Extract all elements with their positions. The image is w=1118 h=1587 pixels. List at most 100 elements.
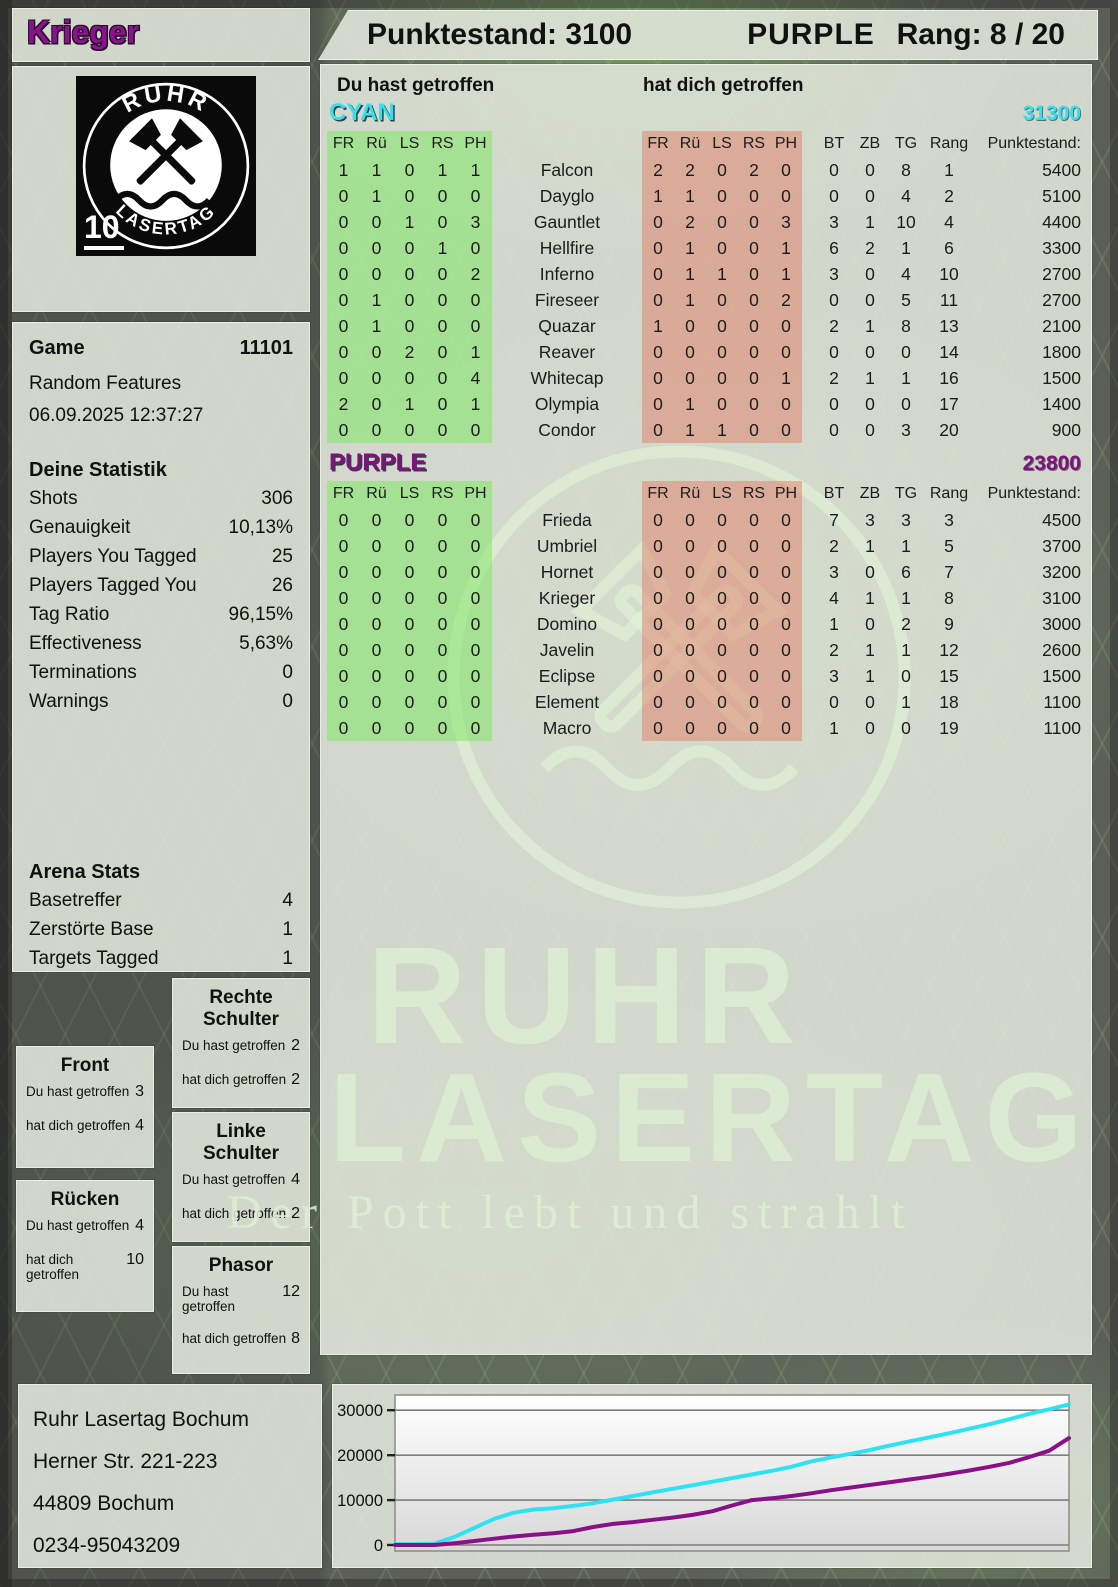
hit-value-them: 2 xyxy=(291,1071,300,1088)
score-progression-chart-panel: 0 10000 20000 30000 xyxy=(332,1384,1092,1568)
hits-you-cell: 0 xyxy=(426,339,459,365)
hits-them-cell: 0 xyxy=(738,507,770,533)
hit-value-them: 8 xyxy=(291,1330,300,1347)
rank-cell: 7 xyxy=(944,562,954,582)
score-cell: 3700 xyxy=(1042,536,1081,556)
stat-label: Targets Tagged xyxy=(29,948,159,969)
table-cell xyxy=(802,481,816,507)
hits-them-cell: 1 xyxy=(674,417,706,443)
hits-them-cell: 0 xyxy=(738,365,770,391)
hits-them-cell: 1 xyxy=(674,261,706,287)
hit-panel-back: Rücken Du hast getroffen 4 hat dich getro… xyxy=(16,1180,154,1312)
table-cell xyxy=(802,611,816,637)
hits-them-cell: 1 xyxy=(642,183,674,209)
hits-them-cell: 0 xyxy=(706,533,738,559)
tg-cell: 1 xyxy=(901,368,911,388)
hits-them-cell: 0 xyxy=(738,287,770,313)
hit-panel-title: Front xyxy=(60,1055,110,1076)
bt-cell: 3 xyxy=(829,212,839,232)
hits-them-cell: 0 xyxy=(642,559,674,585)
col-header xyxy=(492,131,642,157)
stat-row: Warnings 0 xyxy=(29,687,293,716)
stat-label: Players You Tagged xyxy=(29,546,197,567)
rank-cell: 3 xyxy=(944,510,954,530)
bt-cell: 3 xyxy=(829,562,839,582)
hits-you-cell: 0 xyxy=(426,417,459,443)
hits-you-cell: 0 xyxy=(393,715,426,741)
player-name: Krieger xyxy=(538,588,596,608)
hits-them-cell: 0 xyxy=(706,689,738,715)
hit-value-you: 12 xyxy=(282,1283,300,1300)
venue-address-panel: Ruhr Lasertag Bochum Herner Str. 221-223… xyxy=(18,1384,322,1568)
rank-cell: 19 xyxy=(939,718,959,738)
tg-cell: 3 xyxy=(901,510,911,530)
hits-you-cell: 0 xyxy=(459,611,492,637)
personal-stats-title: Deine Statistik xyxy=(29,459,167,481)
player-name: Eclipse xyxy=(538,666,596,686)
hits-you-cell: 0 xyxy=(360,261,393,287)
hits-them-cell: 0 xyxy=(674,507,706,533)
hits-you-cell: 0 xyxy=(426,365,459,391)
hits-them-cell: 0 xyxy=(642,339,674,365)
bt-cell: 0 xyxy=(829,342,839,362)
hit-value-them: 2 xyxy=(291,1205,300,1222)
hits-them-cell: 0 xyxy=(738,663,770,689)
hits-you-cell: 0 xyxy=(393,183,426,209)
hits-you-cell: 3 xyxy=(459,209,492,235)
zb-cell: 0 xyxy=(865,394,875,414)
hits-them-cell: 0 xyxy=(706,663,738,689)
hits-them-cell: 0 xyxy=(674,715,706,741)
hits-you-cell: 0 xyxy=(360,689,393,715)
rank-cell: 8 xyxy=(944,588,954,608)
stat-row: Basetreffer 4 xyxy=(29,886,293,915)
bt-cell: 2 xyxy=(829,536,839,556)
team-section-title: CYAN xyxy=(329,99,395,126)
hits-you-cell: 0 xyxy=(360,365,393,391)
score-cell: 4500 xyxy=(1042,510,1081,530)
hits-you-cell: 0 xyxy=(327,339,360,365)
hits-you-cell: 0 xyxy=(459,507,492,533)
club-logo: RUHR LASERTAG 10 xyxy=(76,76,256,256)
score-cell: 1500 xyxy=(1042,368,1081,388)
hit-label-you: Du hast getroffen xyxy=(182,1172,286,1187)
hits-you-cell: 0 xyxy=(459,715,492,741)
hit-value-you: 4 xyxy=(135,1217,144,1234)
zb-cell: 0 xyxy=(865,692,875,712)
hits-them-cell: 0 xyxy=(770,391,802,417)
club-emblem-icon: RUHR LASERTAG xyxy=(82,80,250,250)
col-header: FR xyxy=(642,131,674,157)
hits-them-cell: 0 xyxy=(642,507,674,533)
score-cell: 1500 xyxy=(1042,666,1081,686)
zb-cell: 0 xyxy=(865,186,875,206)
table-cell xyxy=(802,209,816,235)
stat-label: Genauigkeit xyxy=(29,517,131,538)
col-header: Rü xyxy=(674,131,706,157)
rank-label: Rang: 8 / 20 xyxy=(896,18,1065,51)
table-cell xyxy=(802,261,816,287)
hits-you-cell: 0 xyxy=(459,235,492,261)
hits-them-cell: 0 xyxy=(706,611,738,637)
hits-them-cell: 1 xyxy=(706,261,738,287)
hits-them-cell: 0 xyxy=(642,287,674,313)
hits-you-cell: 1 xyxy=(360,313,393,339)
hits-you-cell: 0 xyxy=(426,611,459,637)
hits-them-cell: 0 xyxy=(738,715,770,741)
table-cell xyxy=(802,507,816,533)
col-header: FR xyxy=(327,131,360,157)
crossed-hammers-icon xyxy=(129,118,203,185)
player-name: Whitecap xyxy=(530,368,604,388)
hits-you-cell: 0 xyxy=(393,585,426,611)
table-cell xyxy=(802,689,816,715)
team-section-purple: PURPLE 23800 FR Rü LS RS PH FR Rü LS RS PH BT ZB TG R… xyxy=(321,449,1091,741)
hits-you-cell: 0 xyxy=(327,313,360,339)
hits-you-cell: 2 xyxy=(393,339,426,365)
hits-them-cell: 0 xyxy=(642,235,674,261)
rank-cell: 11 xyxy=(939,290,959,310)
tg-cell: 10 xyxy=(896,212,916,232)
hits-them-cell: 1 xyxy=(674,287,706,313)
stat-label: Warnings xyxy=(29,691,109,712)
hits-you-cell: 0 xyxy=(393,663,426,689)
venue-name: Ruhr Lasertag Bochum xyxy=(33,1408,249,1431)
zb-cell: 0 xyxy=(865,614,875,634)
stat-label: Zerstörte Base xyxy=(29,919,154,940)
